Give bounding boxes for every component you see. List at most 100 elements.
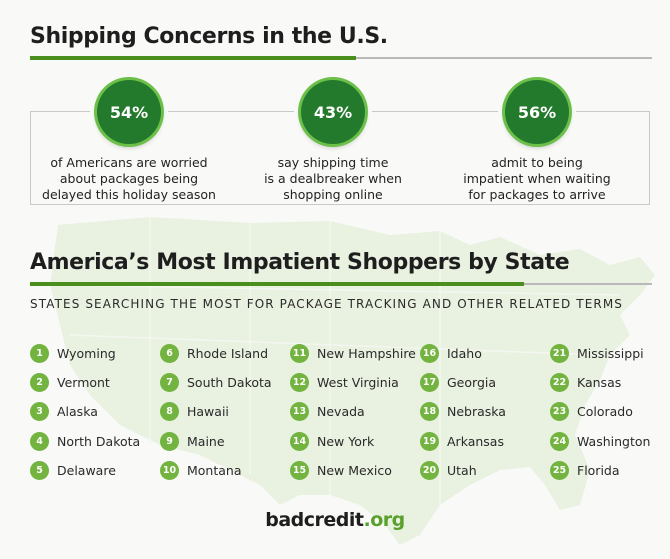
rank-badge: 12 (290, 373, 309, 392)
state-name: New Mexico (317, 463, 392, 478)
state-rank-item: 20 Utah (420, 461, 477, 480)
state-rank-item: 2 Vermont (30, 373, 110, 392)
state-name: Mississippi (577, 346, 644, 361)
state-name: West Virginia (317, 375, 399, 390)
state-name: Vermont (57, 375, 110, 390)
state-rank-item: 4 North Dakota (30, 432, 140, 451)
state-name: New Hampshire (317, 346, 416, 361)
rank-badge: 9 (160, 432, 179, 451)
state-name: Washington (577, 434, 651, 449)
rank-badge: 18 (420, 402, 439, 421)
state-rank-item: 7 South Dakota (160, 373, 272, 392)
stats-box (30, 111, 650, 205)
state-name: North Dakota (57, 434, 141, 449)
rank-badge: 17 (420, 373, 439, 392)
state-rank-item: 15 New Mexico (290, 461, 392, 480)
state-name: Kansas (577, 375, 622, 390)
rank-badge: 15 (290, 461, 309, 480)
stats-box-border (30, 111, 90, 112)
state-rank-item: 16 Idaho (420, 344, 482, 363)
rank-badge: 11 (290, 344, 309, 363)
stat-circle: 54% (97, 80, 161, 144)
rank-badge: 20 (420, 461, 439, 480)
state-name: Nevada (317, 404, 365, 419)
state-name: Delaware (57, 463, 116, 478)
shipping-concerns-title: Shipping Concerns in the U.S. (30, 24, 388, 49)
logo-text: badcredit (265, 509, 364, 531)
state-rank-item: 9 Maine (160, 432, 225, 451)
section2-underline-green (30, 282, 524, 286)
rank-badge: 1 (30, 344, 49, 363)
stat-description: of Americans are worried about packages … (42, 155, 216, 202)
state-name: Florida (577, 463, 620, 478)
stats-box-border (372, 111, 498, 112)
state-rank-item: 22 Kansas (550, 373, 621, 392)
state-name: Nebraska (447, 404, 506, 419)
state-rank-item: 25 Florida (550, 461, 620, 480)
rank-badge: 24 (550, 432, 569, 451)
state-rank-item: 6 Rhode Island (160, 344, 268, 363)
rank-badge: 16 (420, 344, 439, 363)
state-rank-item: 17 Georgia (420, 373, 496, 392)
state-name: Rhode Island (187, 346, 269, 361)
stat-circle: 56% (505, 80, 569, 144)
logo-suffix: .org (363, 509, 406, 531)
state-name: Utah (447, 463, 477, 478)
stat-description: say shipping time is a dealbreaker when … (264, 155, 402, 202)
state-rank-item: 24 Washington (550, 432, 650, 451)
state-name: Arkansas (447, 434, 504, 449)
stat-dealbreaker: 43% say shipping time is a dealbreaker w… (233, 80, 433, 203)
state-name: Maine (187, 434, 225, 449)
title-underline-gray (356, 57, 652, 59)
rank-badge: 13 (290, 402, 309, 421)
rank-badge: 6 (160, 344, 179, 363)
rank-badge: 5 (30, 461, 49, 480)
rank-badge: 19 (420, 432, 439, 451)
state-rank-item: 5 Delaware (30, 461, 116, 480)
badcredit-logo: badcredit.org (0, 509, 670, 531)
state-rank-item: 8 Hawaii (160, 402, 229, 421)
rank-badge: 25 (550, 461, 569, 480)
us-map-background (50, 217, 655, 545)
state-rank-item: 14 New York (290, 432, 374, 451)
stat-impatient: 56% admit to being impatient when waitin… (437, 80, 637, 203)
state-rank-item: 11 New Hampshire (290, 344, 416, 363)
rank-badge: 23 (550, 402, 569, 421)
state-rank-item: 21 Mississippi (550, 344, 644, 363)
rank-badge: 8 (160, 402, 179, 421)
stats-box-border (168, 111, 294, 112)
rank-badge: 10 (160, 461, 179, 480)
state-name: Montana (187, 463, 242, 478)
state-rank-item: 13 Nevada (290, 402, 365, 421)
rank-badge: 22 (550, 373, 569, 392)
title-underline-green (30, 56, 356, 60)
rank-badge: 21 (550, 344, 569, 363)
rank-badge: 7 (160, 373, 179, 392)
impatient-shoppers-title: America’s Most Impatient Shoppers by Sta… (30, 250, 570, 275)
stat-description: admit to being impatient when waiting fo… (463, 155, 611, 202)
state-rank-item: 18 Nebraska (420, 402, 506, 421)
stat-circle: 43% (301, 80, 365, 144)
state-rank-item: 1 Wyoming (30, 344, 116, 363)
rank-badge: 2 (30, 373, 49, 392)
rank-badge: 4 (30, 432, 49, 451)
rank-badge: 3 (30, 402, 49, 421)
state-rank-item: 23 Colorado (550, 402, 633, 421)
stats-box-border (576, 111, 650, 112)
state-name: Alaska (57, 404, 98, 419)
state-name: Wyoming (57, 346, 116, 361)
state-name: Idaho (447, 346, 482, 361)
section2-underline-gray (524, 283, 652, 285)
stat-worried: 54% of Americans are worried about packa… (29, 80, 229, 203)
rank-badge: 14 (290, 432, 309, 451)
state-name: South Dakota (187, 375, 272, 390)
state-name: Colorado (577, 404, 633, 419)
state-name: New York (317, 434, 375, 449)
state-name: Georgia (447, 375, 497, 390)
state-rank-item: 10 Montana (160, 461, 242, 480)
states-subtitle: STATES SEARCHING THE MOST FOR PACKAGE TR… (30, 297, 623, 311)
state-name: Hawaii (187, 404, 229, 419)
state-rank-item: 3 Alaska (30, 402, 98, 421)
state-rank-item: 19 Arkansas (420, 432, 504, 451)
state-rank-item: 12 West Virginia (290, 373, 399, 392)
